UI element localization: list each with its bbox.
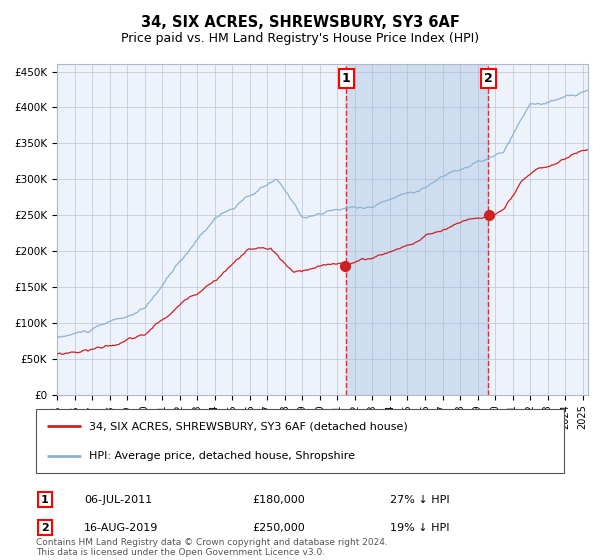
Text: £250,000: £250,000	[252, 522, 305, 533]
Text: 06-JUL-2011: 06-JUL-2011	[84, 494, 152, 505]
Text: 34, SIX ACRES, SHREWSBURY, SY3 6AF (detached house): 34, SIX ACRES, SHREWSBURY, SY3 6AF (deta…	[89, 421, 407, 431]
Text: 2: 2	[41, 522, 49, 533]
Text: Contains HM Land Registry data © Crown copyright and database right 2024.
This d: Contains HM Land Registry data © Crown c…	[36, 538, 388, 557]
Text: 34, SIX ACRES, SHREWSBURY, SY3 6AF: 34, SIX ACRES, SHREWSBURY, SY3 6AF	[140, 15, 460, 30]
Text: 27% ↓ HPI: 27% ↓ HPI	[390, 494, 449, 505]
Text: HPI: Average price, detached house, Shropshire: HPI: Average price, detached house, Shro…	[89, 451, 355, 461]
Text: 1: 1	[342, 72, 350, 85]
Text: Price paid vs. HM Land Registry's House Price Index (HPI): Price paid vs. HM Land Registry's House …	[121, 32, 479, 45]
Bar	[346, 64, 488, 395]
Text: 1: 1	[41, 494, 49, 505]
Text: £180,000: £180,000	[252, 494, 305, 505]
Text: 19% ↓ HPI: 19% ↓ HPI	[390, 522, 449, 533]
Text: 16-AUG-2019: 16-AUG-2019	[84, 522, 158, 533]
Text: 2: 2	[484, 72, 493, 85]
